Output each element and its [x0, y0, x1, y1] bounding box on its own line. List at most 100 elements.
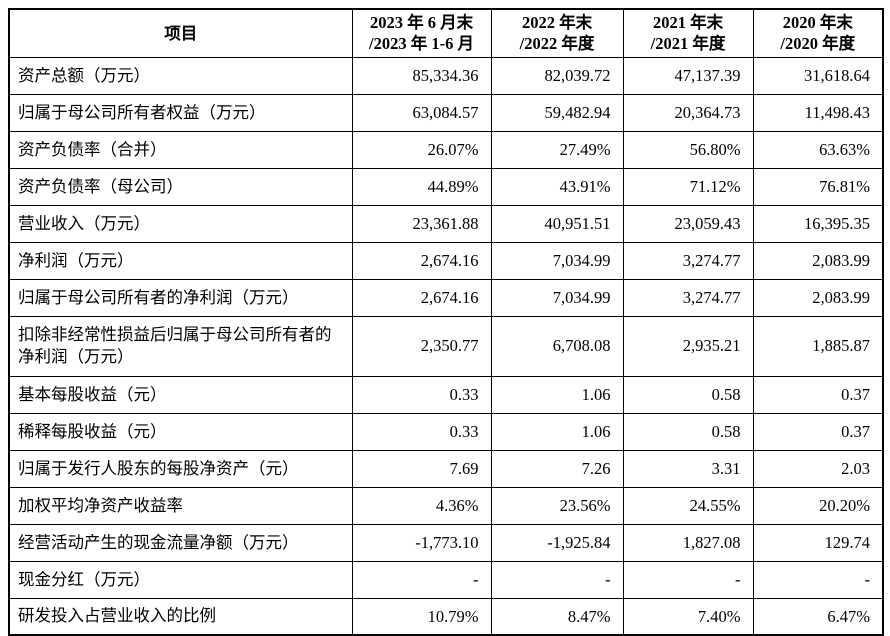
table-row: 归属于母公司所有者的净利润（万元） 2,674.16 7,034.99 3,274.7…: [8, 278, 884, 317]
cell-value: 129.74: [752, 523, 884, 562]
cell-value: 63,084.57: [351, 93, 492, 132]
table-body: 资产总额（万元） 85,334.36 82,039.72 47,137.39 31,61…: [8, 56, 884, 636]
cell-value: 31,618.64: [752, 56, 884, 95]
table-row: 营业收入（万元） 23,361.88 40,951.51 23,059.43 16,39…: [8, 204, 884, 243]
row-label: 净利润（万元）: [8, 241, 353, 280]
table-row: 资产负债率（合并） 26.07% 27.49% 56.80% 63.63%: [8, 130, 884, 169]
row-label: 资产总额（万元）: [8, 56, 353, 95]
table-row: 归属于母公司所有者权益（万元） 63,084.57 59,482.94 20,364.…: [8, 93, 884, 132]
header-cell-2020: 2020 年末 /2020 年度: [752, 8, 884, 58]
cell-value: 2,674.16: [351, 278, 492, 317]
cell-value: 85,334.36: [351, 56, 492, 95]
header-row: 项目 2023 年 6 月末 /2023 年 1-6 月 2022 年末 /20…: [8, 8, 884, 58]
header-cell-2021: 2021 年末 /2021 年度: [622, 8, 754, 58]
cell-value: 20,364.73: [622, 93, 754, 132]
table-row: 稀释每股收益（元） 0.33 1.06 0.58 0.37: [8, 412, 884, 451]
cell-value: 40,951.51: [490, 204, 624, 243]
cell-value: 7.69: [351, 449, 492, 488]
cell-value: 2,935.21: [622, 315, 754, 377]
cell-value: 4.36%: [351, 486, 492, 525]
row-label: 基本每股收益（元）: [8, 375, 353, 414]
cell-value: 24.55%: [622, 486, 754, 525]
cell-value: 3,274.77: [622, 241, 754, 280]
cell-value: 3.31: [622, 449, 754, 488]
cell-value: 6,708.08: [490, 315, 624, 377]
cell-value: -1,925.84: [490, 523, 624, 562]
cell-value: 43.91%: [490, 167, 624, 206]
financial-summary-table: 项目 2023 年 6 月末 /2023 年 1-6 月 2022 年末 /20…: [8, 8, 884, 636]
table-row: 现金分红（万元） - - - -: [8, 560, 884, 599]
header-line-2: /2022 年度: [519, 34, 595, 54]
cell-value: -: [351, 560, 492, 599]
row-label: 归属于母公司所有者权益（万元）: [8, 93, 353, 132]
header-cell-item: 项目: [8, 8, 353, 58]
row-label: 加权平均净资产收益率: [8, 486, 353, 525]
cell-value: 23.56%: [490, 486, 624, 525]
row-label: 现金分红（万元）: [8, 560, 353, 599]
cell-value: 2,350.77: [351, 315, 492, 377]
header-line-1: 2020 年末: [782, 13, 853, 32]
cell-value: 63.63%: [752, 130, 884, 169]
header-line-1: 2023 年 6 月末: [369, 13, 474, 32]
cell-value: 0.58: [622, 375, 754, 414]
table-row: 研发投入占营业收入的比例 10.79% 8.47% 7.40% 6.47%: [8, 597, 884, 636]
cell-value: 76.81%: [752, 167, 884, 206]
header-line-2: /2021 年度: [650, 34, 726, 54]
cell-value: 47,137.39: [622, 56, 754, 95]
cell-value: 44.89%: [351, 167, 492, 206]
cell-value: 23,361.88: [351, 204, 492, 243]
cell-value: 7,034.99: [490, 278, 624, 317]
table-row: 基本每股收益（元） 0.33 1.06 0.58 0.37: [8, 375, 884, 414]
table-row: 资产总额（万元） 85,334.36 82,039.72 47,137.39 31,61…: [8, 56, 884, 95]
cell-value: 8.47%: [490, 597, 624, 636]
cell-value: 7.40%: [622, 597, 754, 636]
cell-value: 0.33: [351, 375, 492, 414]
cell-value: 7,034.99: [490, 241, 624, 280]
cell-value: 1.06: [490, 412, 624, 451]
row-label: 归属于母公司所有者的净利润（万元）: [8, 278, 353, 317]
cell-value: 0.33: [351, 412, 492, 451]
cell-value: 7.26: [490, 449, 624, 488]
cell-value: 27.49%: [490, 130, 624, 169]
cell-value: 0.58: [622, 412, 754, 451]
document-page: 项目 2023 年 6 月末 /2023 年 1-6 月 2022 年末 /20…: [8, 8, 884, 636]
cell-value: 2,083.99: [752, 241, 884, 280]
table-row: 归属于发行人股东的每股净资产（元） 7.69 7.26 3.31 2.03: [8, 449, 884, 488]
cell-value: 23,059.43: [622, 204, 754, 243]
cell-value: 20.20%: [752, 486, 884, 525]
table-row: 加权平均净资产收益率 4.36% 23.56% 24.55% 20.20%: [8, 486, 884, 525]
cell-value: -: [490, 560, 624, 599]
table-row: 扣除非经常性损益后归属于母公司所有者的净利润（万元） 2,350.77 6,708.…: [8, 315, 884, 377]
cell-value: 26.07%: [351, 130, 492, 169]
header-item-label: 项目: [164, 23, 198, 43]
table-row: 净利润（万元） 2,674.16 7,034.99 3,274.77 2,083.99: [8, 241, 884, 280]
cell-value: 2,674.16: [351, 241, 492, 280]
cell-value: 71.12%: [622, 167, 754, 206]
cell-value: -: [752, 560, 884, 599]
cell-value: 0.37: [752, 375, 884, 414]
header-line-2: /2023 年 1-6 月: [369, 34, 474, 54]
cell-value: 59,482.94: [490, 93, 624, 132]
cell-value: 2.03: [752, 449, 884, 488]
row-label: 资产负债率（合并）: [8, 130, 353, 169]
cell-value: 2,083.99: [752, 278, 884, 317]
header-cell-2022: 2022 年末 /2022 年度: [490, 8, 624, 58]
row-label: 资产负债率（母公司）: [8, 167, 353, 206]
row-label: 研发投入占营业收入的比例: [8, 597, 353, 636]
header-line-1: 2021 年末: [652, 13, 724, 32]
cell-value: 1,885.87: [752, 315, 884, 377]
row-label: 营业收入（万元）: [8, 204, 353, 243]
cell-value: 10.79%: [351, 597, 492, 636]
cell-value: 82,039.72: [490, 56, 624, 95]
cell-value: 16,395.35: [752, 204, 884, 243]
row-label: 稀释每股收益（元）: [8, 412, 353, 451]
cell-value: 56.80%: [622, 130, 754, 169]
cell-value: 11,498.43: [752, 93, 884, 132]
header-line-1: 2022 年末: [521, 13, 593, 32]
cell-value: 1,827.08: [622, 523, 754, 562]
row-label: 扣除非经常性损益后归属于母公司所有者的净利润（万元）: [8, 315, 353, 377]
cell-value: -1,773.10: [351, 523, 492, 562]
cell-value: 6.47%: [752, 597, 884, 636]
header-line-2: /2020 年度: [780, 34, 856, 54]
table-row: 资产负债率（母公司） 44.89% 43.91% 71.12% 76.81%: [8, 167, 884, 206]
